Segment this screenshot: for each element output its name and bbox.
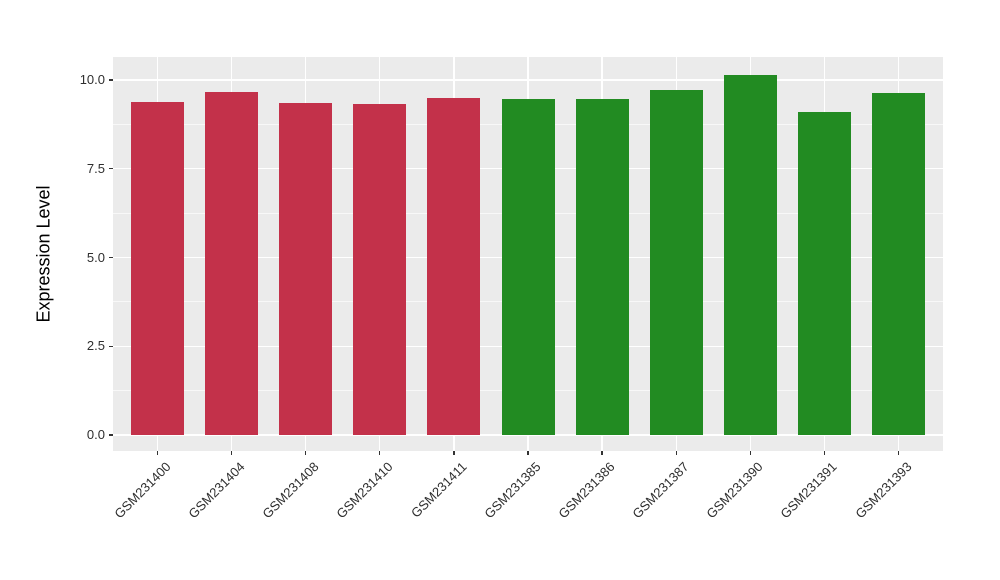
x-tick-label-GSM231386: GSM231386 [555,459,618,522]
y-tick-mark [109,168,113,170]
major-gridline [113,79,943,81]
x-tick-label-GSM231400: GSM231400 [110,459,174,522]
x-tick-label-GSM231385: GSM231385 [481,459,544,522]
x-tick-label-GSM231390: GSM231390 [703,459,766,522]
bar-GSM231408 [279,102,333,435]
bar-GSM231404 [205,91,259,435]
chart-panel [113,57,943,451]
bar-GSM231385 [501,99,555,435]
x-tick-mark [823,451,826,455]
y-tick-mark [109,79,113,81]
x-tick-label-GSM231410: GSM231410 [333,459,396,522]
x-tick-mark [230,451,233,455]
x-tick-label-GSM231404: GSM231404 [184,459,248,522]
y-tick-mark [109,345,113,347]
bar-GSM231393 [872,93,925,435]
bar-GSM231400 [131,101,184,435]
y-tick-label: 5.0 [86,249,105,265]
x-tick-mark [675,451,677,455]
y-tick-label: 7.5 [86,160,105,176]
bar-GSM231391 [797,112,851,435]
y-tick-label: 2.5 [86,338,105,354]
x-tick-mark [897,451,900,455]
y-axis-title-text: Expression Level [33,185,54,323]
bar-GSM231387 [649,89,703,435]
x-tick-mark [749,451,751,455]
x-tick-mark [601,451,603,455]
bar-GSM231411 [427,98,481,435]
x-tick-label-GSM231387: GSM231387 [629,459,692,522]
bar-GSM231390 [723,74,777,435]
x-tick-label-GSM231391: GSM231391 [777,459,840,522]
x-tick-mark [527,451,529,455]
bar-GSM231410 [353,104,407,435]
y-tick-label: 0.0 [86,427,105,442]
x-tick-label-GSM231411: GSM231411 [407,459,470,521]
x-tick-mark [379,451,381,455]
x-tick-mark [305,451,307,455]
bar-GSM231386 [575,99,629,435]
x-tick-label-GSM231393: GSM231393 [851,459,915,522]
y-tick-mark [109,256,113,259]
x-tick-mark [453,451,455,455]
y-tick-label: 10.0 [79,72,105,87]
major-gridline [113,434,943,436]
x-tick-label-GSM231408: GSM231408 [259,459,322,522]
x-tick-mark [156,451,159,455]
y-tick-mark [109,434,113,436]
